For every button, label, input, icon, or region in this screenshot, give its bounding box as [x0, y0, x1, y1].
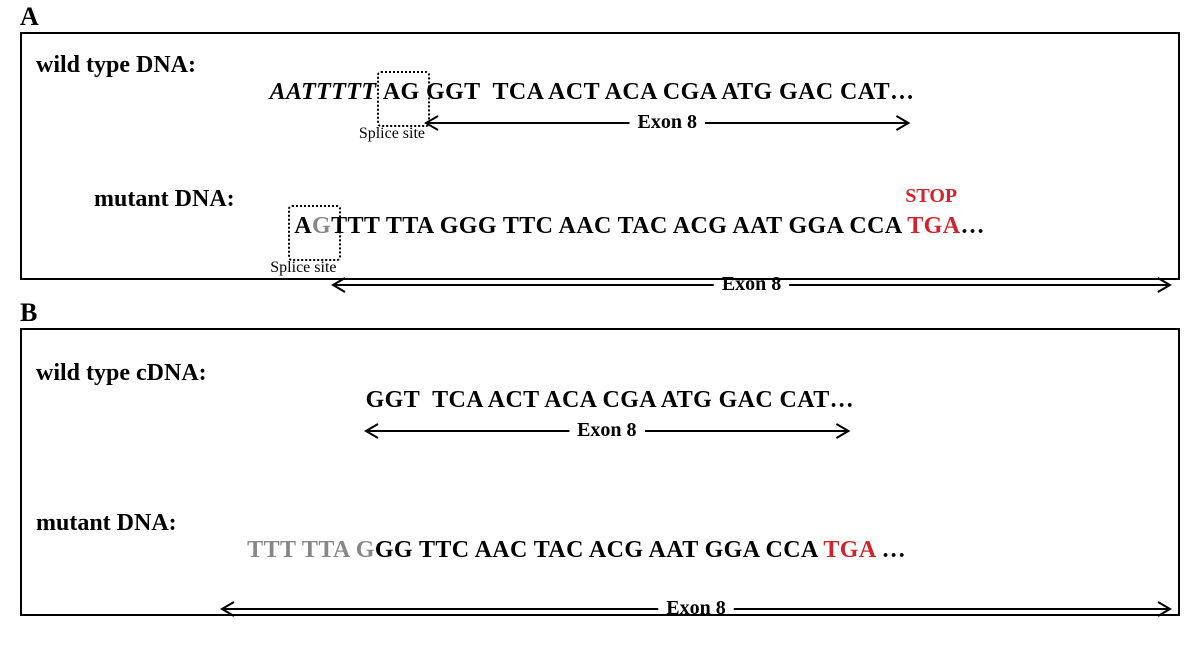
panel-b-mut-label: mutant DNA: [36, 510, 177, 537]
panel-a-mut-label: mutant DNA: [94, 186, 235, 213]
exon8-seq-b1: GGT TCA ACT ACA CGA ATG GAC CAT… [366, 387, 854, 413]
stop-label-a2: STOP [905, 185, 957, 208]
splice-box-a2 [288, 205, 341, 261]
exon8-label-b2: Exon 8 [666, 597, 725, 620]
figure-canvas: A wild type DNA: AATTTTT AG GGT TCA ACT … [0, 0, 1200, 668]
panel-b-mut-sequence: TTT TTA GGG TTC AAC TAC ACG AAT GGA CCA … [222, 510, 906, 591]
panel-a-wt-label: wild type DNA: [36, 52, 196, 79]
exon8-label-b1: Exon 8 [577, 419, 636, 442]
panel-b-wt-label: wild type cDNA: [36, 360, 207, 387]
exon8-body-a2: TTT TTA GGG TTC AAC TAC ACG AAT GGA CCA [331, 213, 907, 239]
exon8-label-a2: Exon 8 [722, 273, 781, 296]
exon8-body-b2: GG TTC AAC TAC ACG AAT GGA CCA [375, 537, 824, 563]
grey-prefix-b2: TTT TTA G [247, 537, 375, 563]
exon8-label-a1: Exon 8 [638, 111, 697, 134]
exon8-seq-a1: GGT TCA ACT ACA CGA ATG GAC CAT… [426, 79, 914, 105]
stop-codon-a2: TGA [907, 213, 960, 239]
stop-codon-b2: TGA [823, 537, 875, 563]
intron-italic: AATTTTT [270, 79, 383, 105]
panel-b-letter: B [20, 298, 37, 328]
panel-a-mut-sequence: AGTTT TTA GGG TTC AAC TAC ACG AAT GGA CC… [270, 186, 985, 267]
panel-a-letter: A [20, 2, 39, 32]
